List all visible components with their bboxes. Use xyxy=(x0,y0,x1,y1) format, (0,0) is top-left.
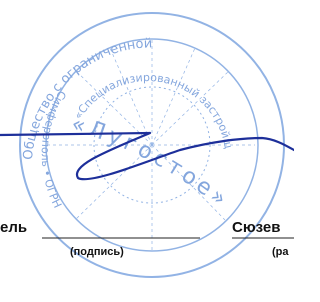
name-fragment: Сюзев xyxy=(232,219,280,236)
stamp-center-text: «Лугостое» xyxy=(68,112,234,214)
page: {"signature_block": {"position_fragment"… xyxy=(0,0,294,302)
name-caption-fragment: (ра xyxy=(272,246,289,258)
position-fragment: ель xyxy=(0,219,27,236)
document-fragment: Общество с ограниченной Симферополь • ОГ… xyxy=(0,0,294,302)
stamp-center-text-path: «Лугостое» xyxy=(68,112,234,214)
signature-caption: (подпись) xyxy=(70,246,124,258)
